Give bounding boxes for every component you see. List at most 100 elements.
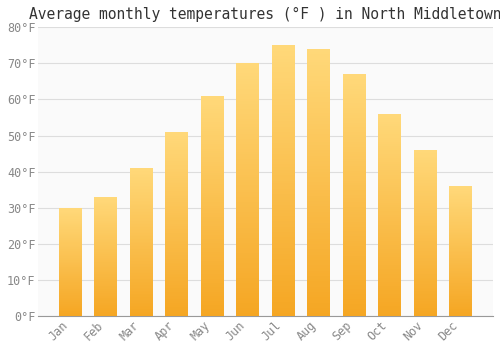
Bar [308,311,330,313]
Bar [308,73,330,76]
Bar [166,253,188,255]
Bar [343,224,366,226]
Bar [272,281,295,284]
Bar [130,183,153,184]
Bar [236,86,260,89]
Bar [343,108,366,111]
Bar [378,132,402,134]
Bar [450,203,472,204]
Bar [94,225,118,227]
Bar [236,175,260,177]
Bar [414,291,437,293]
Bar [236,245,260,248]
Bar [272,183,295,186]
Bar [201,184,224,186]
Bar [414,156,437,158]
Bar [343,272,366,275]
Bar [414,265,437,266]
Bar [272,286,295,289]
Bar [450,289,472,290]
Bar [343,268,366,270]
Bar [450,189,472,190]
Bar [414,274,437,276]
Bar [59,260,82,261]
Bar [59,259,82,260]
Bar [308,196,330,198]
Bar [414,266,437,268]
Bar [272,121,295,124]
Bar [272,199,295,202]
Bar [308,129,330,132]
Bar [201,221,224,224]
Bar [236,106,260,109]
Bar [59,282,82,284]
Bar [378,231,402,233]
Bar [201,287,224,289]
Bar [450,242,472,243]
Bar [166,294,188,296]
Bar [343,178,366,181]
Bar [201,153,224,155]
Bar [201,215,224,217]
Bar [450,234,472,236]
Bar [450,193,472,194]
Bar [201,133,224,135]
Bar [166,217,188,218]
Bar [59,253,82,254]
Bar [201,138,224,140]
Bar [166,147,188,148]
Bar [166,230,188,231]
Bar [130,310,153,312]
Bar [201,166,224,168]
Bar [343,287,366,289]
Bar [236,63,260,66]
Bar [343,202,366,205]
Bar [272,140,295,143]
Bar [308,297,330,300]
Bar [414,260,437,261]
Bar [59,241,82,242]
Bar [272,224,295,227]
Bar [59,217,82,218]
Bar [414,294,437,296]
Bar [378,241,402,243]
Bar [343,166,366,168]
Bar [272,262,295,265]
Bar [378,124,402,126]
Bar [166,180,188,182]
Bar [130,280,153,282]
Bar [166,299,188,301]
Bar [272,292,295,294]
Bar [236,184,260,187]
Bar [308,190,330,193]
Bar [378,233,402,235]
Bar [59,215,82,216]
Bar [201,193,224,195]
Bar [130,284,153,285]
Bar [343,147,366,149]
Bar [166,178,188,180]
Bar [378,193,402,195]
Bar [94,239,118,240]
Bar [414,182,437,183]
Bar [272,197,295,199]
Bar [166,135,188,138]
Bar [378,229,402,231]
Bar [59,242,82,244]
Bar [272,110,295,113]
Bar [308,249,330,252]
Bar [130,254,153,255]
Bar [414,223,437,225]
Bar [236,230,260,233]
Bar [130,250,153,251]
Bar [94,296,118,297]
Bar [166,141,188,143]
Bar [130,173,153,174]
Bar [130,195,153,196]
Bar [450,293,472,294]
Bar [130,282,153,284]
Bar [166,196,188,198]
Bar [272,278,295,281]
Bar [378,282,402,284]
Bar [450,212,472,214]
